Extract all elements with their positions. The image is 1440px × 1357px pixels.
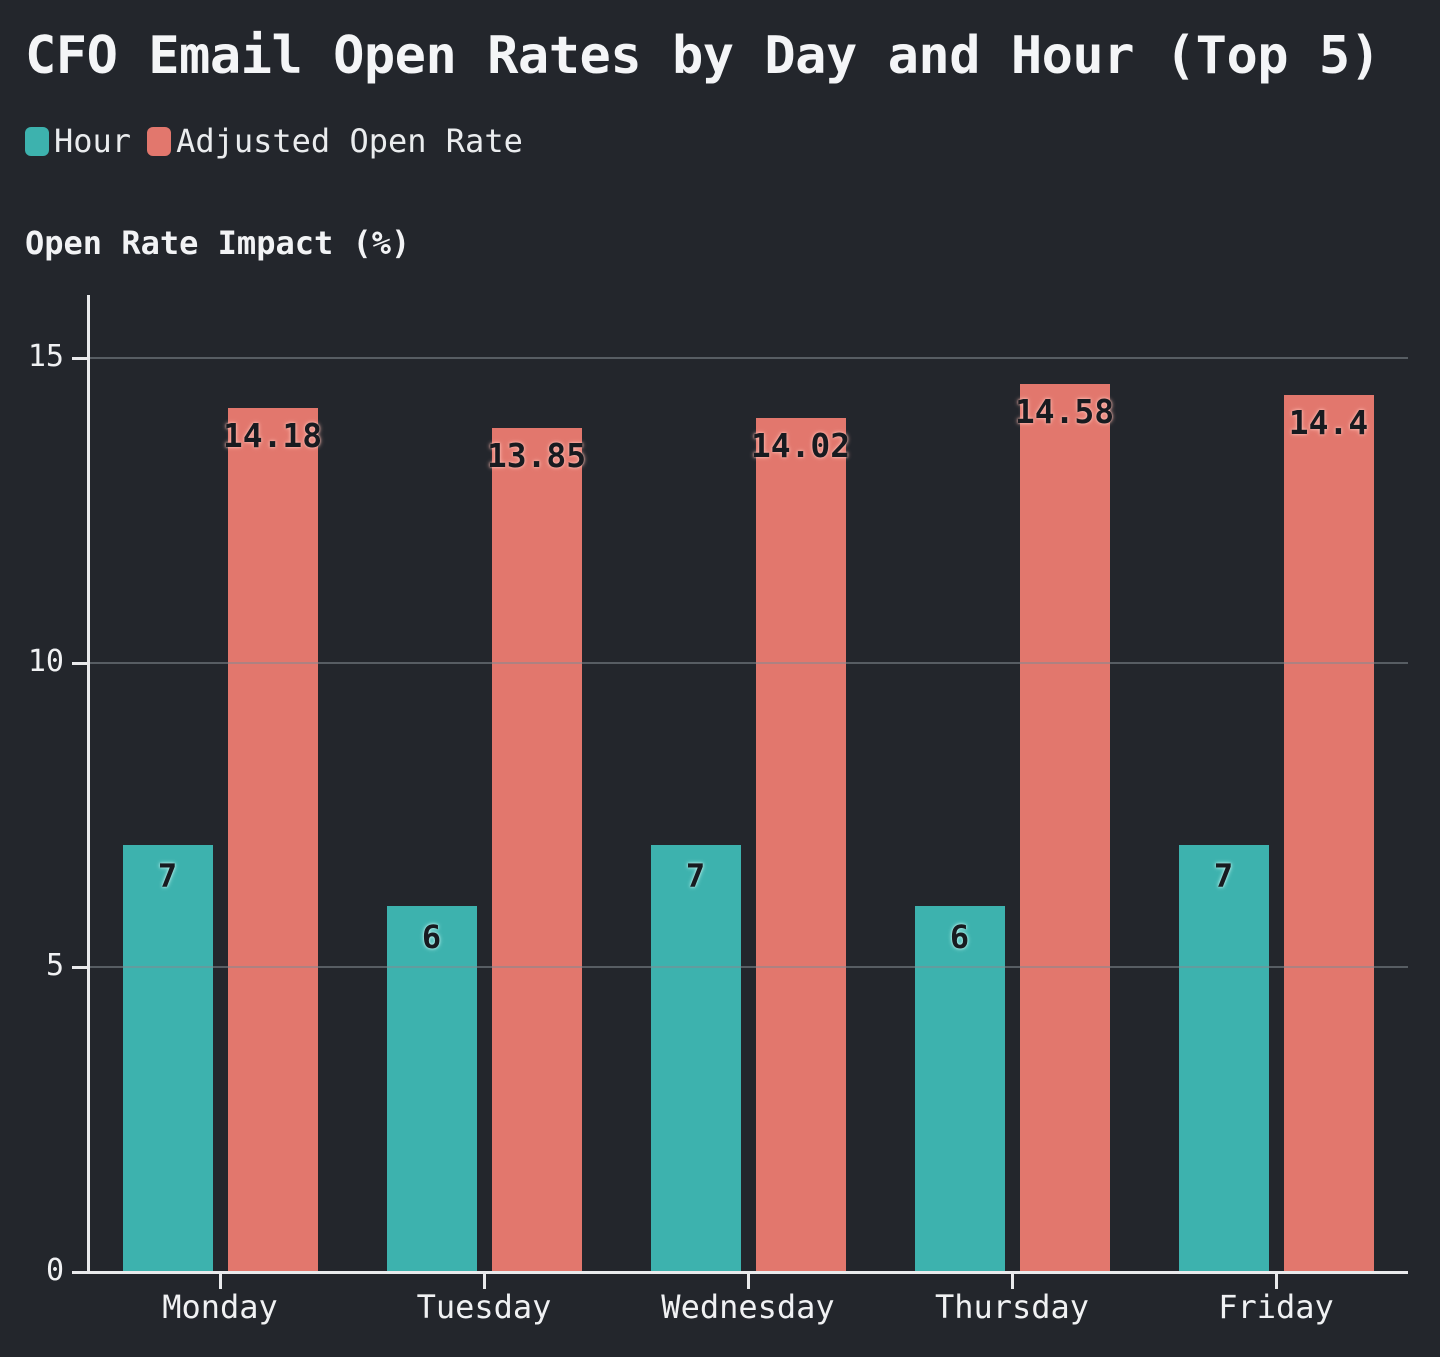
bar-adjusted-open-rate-friday: [1283, 394, 1374, 1272]
y-axis-tick-15: [72, 357, 87, 360]
bar-hour-monday: [122, 845, 213, 1272]
bar-value-label-hour-wednesday: 7: [685, 857, 706, 896]
bar-value-label-adjusted-open-rate-tuesday: 13.85: [486, 436, 587, 476]
y-axis-tick-10: [72, 661, 87, 665]
bar-adjusted-open-rate-thursday: [1019, 383, 1110, 1272]
bar-value-label-adjusted-open-rate-thursday: 14.58: [1014, 391, 1115, 431]
x-axis-tick-friday: [1275, 1272, 1278, 1289]
legend-item-hour: Hour: [25, 122, 131, 160]
bar-adjusted-open-rate-tuesday: [491, 428, 582, 1272]
y-axis-tick-5: [72, 966, 87, 970]
x-axis-label-monday: Monday: [162, 1288, 278, 1326]
y-axis-tick-label-5: 5: [45, 948, 64, 984]
bar-hour-tuesday: [386, 906, 477, 1272]
bar-value-label-hour-tuesday: 6: [421, 918, 442, 957]
x-axis-label-tuesday: Tuesday: [416, 1288, 552, 1326]
x-axis-tick-thursday: [1011, 1272, 1014, 1289]
bar-adjusted-open-rate-wednesday: [755, 417, 846, 1272]
bar-value-label-adjusted-open-rate-friday: 14.4: [1288, 402, 1369, 442]
bar-value-label-hour-monday: 7: [157, 857, 178, 896]
gridline-5: [88, 966, 1408, 969]
y-axis-title: Open Rate Impact (%): [25, 224, 411, 262]
legend-item-adjusted-open-rate: Adjusted Open Rate: [147, 122, 523, 160]
x-axis-label-wednesday: Wednesday: [661, 1288, 835, 1326]
y-axis-tick-label-10: 10: [27, 643, 64, 679]
x-axis-label-friday: Friday: [1218, 1288, 1334, 1326]
legend-label-adjusted-open-rate: Adjusted Open Rate: [176, 122, 523, 160]
bar-hour-friday: [1178, 845, 1269, 1272]
bar-value-label-hour-friday: 7: [1213, 857, 1234, 896]
x-axis-tick-tuesday: [483, 1272, 486, 1289]
bar-hour-wednesday: [650, 845, 741, 1272]
y-axis-tick-label-15: 15: [27, 339, 64, 374]
y-axis-line: [87, 295, 90, 1274]
adjusted-open-rate-legend-swatch-icon: [147, 126, 172, 156]
bar-value-label-adjusted-open-rate-monday: 14.18: [222, 415, 323, 455]
legend: Hour Adjusted Open Rate: [25, 122, 523, 160]
x-axis-line: [72, 1271, 1408, 1274]
bar-value-label-adjusted-open-rate-wednesday: 14.02: [750, 425, 851, 465]
chart-title: CFO Email Open Rates by Day and Hour (To…: [25, 26, 1381, 86]
gridline-10: [88, 661, 1408, 664]
x-axis-label-thursday: Thursday: [934, 1288, 1090, 1326]
legend-label-hour: Hour: [54, 122, 132, 160]
hour-legend-swatch-icon: [25, 126, 49, 156]
x-axis-tick-monday: [219, 1272, 222, 1289]
bar-value-label-hour-thursday: 6: [949, 918, 970, 957]
bar-hour-thursday: [914, 906, 1005, 1272]
y-axis-tick-0: [72, 1271, 87, 1274]
gridline-15: [88, 357, 1408, 359]
x-axis-tick-wednesday: [747, 1272, 750, 1289]
bar-adjusted-open-rate-monday: [227, 407, 318, 1272]
y-axis-tick-label-0: 0: [45, 1253, 64, 1288]
